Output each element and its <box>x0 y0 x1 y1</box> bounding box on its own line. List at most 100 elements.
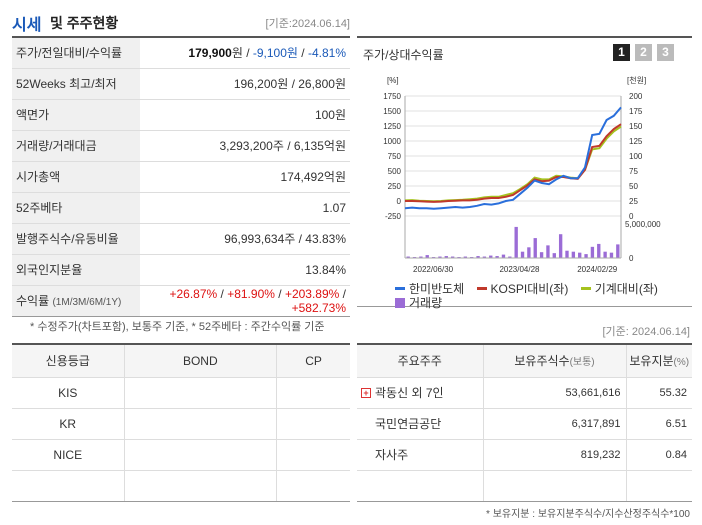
quote-value: 100원 <box>140 99 350 131</box>
quote-row-foreign: 외국인지분율 13.84% <box>12 254 350 286</box>
volume-zero-label: 0 <box>629 254 634 263</box>
volume-bar <box>476 256 480 258</box>
volume-bar <box>419 256 423 258</box>
legend-label: KOSPI대비(좌) <box>490 281 569 296</box>
quote-row-mcap: 시가총액 174,492억원 <box>12 161 350 193</box>
legend-item: KOSPI대비(좌) <box>476 281 569 296</box>
chart-page-2-button[interactable]: 2 <box>635 44 652 61</box>
legend-item: 거래량 <box>395 296 442 310</box>
volume-bar <box>590 246 595 258</box>
volume-bar <box>495 256 499 258</box>
quote-row-face: 액면가 100원 <box>12 99 350 131</box>
shareholder-name[interactable]: + 곽동신 외 7인 <box>357 376 484 409</box>
left-axis-unit: [%] <box>387 76 399 85</box>
return-6m: +203.89% <box>284 286 340 301</box>
footnote-quote: * 수정주가(차트포함), 보통주 기준, * 52주베타 : 주간수익률 기준 <box>30 321 325 333</box>
column-header: CP <box>276 343 350 378</box>
y2-tick-label: 50 <box>629 182 638 191</box>
y-tick-label: 1250 <box>383 122 401 131</box>
shareholder-name-text: 곽동신 외 7인 <box>375 386 444 400</box>
volume-bar <box>533 238 537 258</box>
quote-label: 액면가 <box>12 99 140 131</box>
price-change-pct: -4.81% <box>307 46 346 61</box>
y2-tick-label: 150 <box>629 122 643 131</box>
return-periods: (1M/3M/6M/1Y) <box>52 297 122 308</box>
y2-tick-label: 75 <box>629 167 638 176</box>
shares-held <box>482 469 627 502</box>
chart-panel: 주가/상대수익률 1 2 3 [%] [천원] 1750 200 1500 175 1250… <box>357 36 692 310</box>
y-tick-label: 500 <box>388 167 402 176</box>
y2-tick-label: 0 <box>629 212 634 221</box>
volume-bar <box>444 256 448 258</box>
return-1y: +582.73% <box>291 300 346 315</box>
volume-bar <box>584 254 588 258</box>
volume-bar <box>508 256 512 258</box>
column-header: 보유지분(%) <box>625 343 692 378</box>
volume-bar <box>489 255 493 258</box>
y-tick-label: 250 <box>388 182 402 191</box>
cp-rating <box>276 376 350 409</box>
chart-page-1-button[interactable]: 1 <box>613 44 630 61</box>
table-header-row: 신용등급 BOND CP <box>12 343 350 378</box>
quote-row-52w: 52Weeks 최고/최저 196,200원 / 26,800원 <box>12 68 350 100</box>
volume-bar <box>609 252 614 258</box>
section-header: 시세 및 주주현황 [기준:2024.06.14] <box>12 10 350 34</box>
volume-bar <box>501 254 506 258</box>
quote-label: 수익률 (1M/3M/6M/1Y) <box>12 285 140 317</box>
legend-item: 기계대비(좌) <box>580 282 658 296</box>
quote-row-return: 수익률 (1M/3M/6M/1Y) +26.87% / +81.90% / +2… <box>12 285 350 317</box>
y2-tick-label: 100 <box>629 152 643 161</box>
table-header-row: 주요주주 보유주식수(보통) 보유지분(%) <box>357 343 692 378</box>
series-line <box>405 123 622 203</box>
agency-name <box>12 469 125 502</box>
base-date: [기준:2024.06.14] <box>265 18 350 30</box>
bond-rating <box>123 407 278 440</box>
x-tick-label: 2024/02/29 <box>577 265 618 274</box>
volume-bar <box>406 256 410 258</box>
cp-rating <box>276 469 350 502</box>
y2-tick-label: 125 <box>629 137 643 146</box>
volume-bar <box>578 252 582 258</box>
shareholder-name: 국민연금공단 <box>357 407 484 440</box>
x-tick-label: 2022/06/30 <box>413 265 454 274</box>
credit-rating-table: 신용등급 BOND CP KIS KR NICE <box>12 343 350 502</box>
bond-rating <box>123 469 278 502</box>
column-header-unit: (보통) <box>569 357 595 369</box>
x-tick-label: 2023/04/28 <box>499 265 540 274</box>
quote-value: 96,993,634주 / 43.83% <box>140 223 350 255</box>
y-tick-label: 0 <box>397 197 402 206</box>
column-header-text: 보유주식수 <box>514 354 570 369</box>
quote-label: 거래량/거래대금 <box>12 130 140 162</box>
volume-tick-label: 5,000,000 <box>625 220 661 229</box>
legend-swatch <box>395 297 405 308</box>
chart-legend: 한미반도체 KOSPI대비(좌) 기계대비(좌) 거래량 <box>395 279 695 311</box>
shares-held: 6,317,891 <box>482 407 627 440</box>
volume-bar <box>450 256 455 258</box>
volume-bar <box>597 243 601 258</box>
chart-page-3-button[interactable]: 3 <box>657 44 674 61</box>
legend-label: 한미반도체 <box>409 281 465 296</box>
column-header: 신용등급 <box>12 343 125 378</box>
expand-plus-icon[interactable]: + <box>361 387 371 398</box>
current-price: 179,900 <box>188 46 232 61</box>
quote-value: 196,200원 / 26,800원 <box>140 68 350 100</box>
y-tick-label: 1000 <box>383 137 401 146</box>
agency-name: KIS <box>12 376 125 409</box>
quote-label: 발행주식수/유동비율 <box>12 223 140 255</box>
y2-tick-label: 175 <box>629 107 643 116</box>
quote-value: 174,492억원 <box>140 161 350 193</box>
right-axis-unit: [천원] <box>627 75 646 85</box>
y-tick-label: -250 <box>385 212 402 221</box>
y2-tick-label: 25 <box>629 197 638 206</box>
quote-value: 179,900원 / -9,100원 / -4.81% <box>140 37 350 69</box>
legend-label: 거래량 <box>409 295 443 310</box>
series-line <box>404 106 622 210</box>
column-header: BOND <box>123 343 278 378</box>
shareholder-name: 자사주 <box>357 438 484 471</box>
legend-swatch <box>580 287 591 290</box>
volume-bar <box>565 250 569 258</box>
table-row <box>357 469 692 502</box>
quote-row-shares: 발행주식수/유동비율 96,993,634주 / 43.83% <box>12 223 350 255</box>
price-change: -9,100원 <box>252 46 298 61</box>
